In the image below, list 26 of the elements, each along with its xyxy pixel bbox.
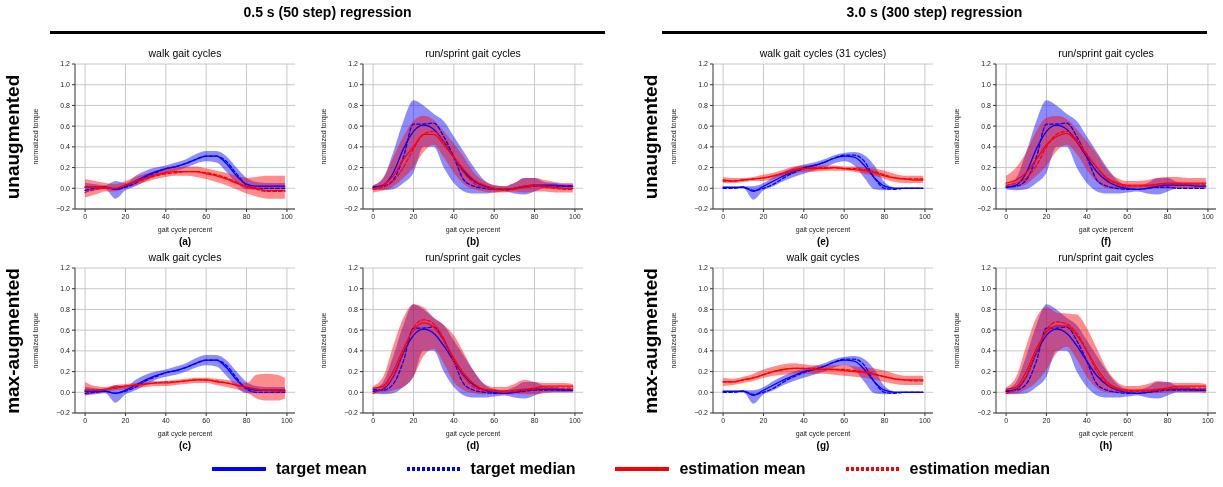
text: unaugmented xyxy=(2,74,24,199)
legend-label: estimation mean xyxy=(679,460,806,478)
chart-title: run/sprint gait cycles xyxy=(1057,47,1155,59)
text: (g) xyxy=(815,440,831,451)
text: (a) xyxy=(177,236,193,247)
text: (h) xyxy=(1098,440,1114,451)
text: max-augmented xyxy=(640,267,662,414)
text: (e) xyxy=(815,236,831,247)
chart-title: walk gait cycles xyxy=(147,47,223,59)
text: (f) xyxy=(1100,236,1112,247)
text: (c) xyxy=(177,440,193,451)
legend-label: estimation median xyxy=(909,460,1050,478)
text: unaugmented xyxy=(640,74,662,199)
chart-title: walk gait cycles xyxy=(785,251,861,263)
text: (d) xyxy=(465,440,481,451)
section-heading: 0.5 s (50 step) regression xyxy=(242,4,413,20)
section-heading: 3.0 s (300 step) regression xyxy=(845,4,1024,20)
chart-title: walk gait cycles (31 cycles) xyxy=(758,47,888,59)
chart-title: run/sprint gait cycles xyxy=(424,251,522,263)
legend-label: target median xyxy=(470,460,576,478)
text: (b) xyxy=(465,236,481,247)
chart-title: run/sprint gait cycles xyxy=(424,47,522,59)
chart-title: walk gait cycles xyxy=(147,251,223,263)
chart-title: run/sprint gait cycles xyxy=(1057,251,1155,263)
text: max-augmented xyxy=(2,267,24,414)
legend-label: target mean xyxy=(276,460,367,478)
